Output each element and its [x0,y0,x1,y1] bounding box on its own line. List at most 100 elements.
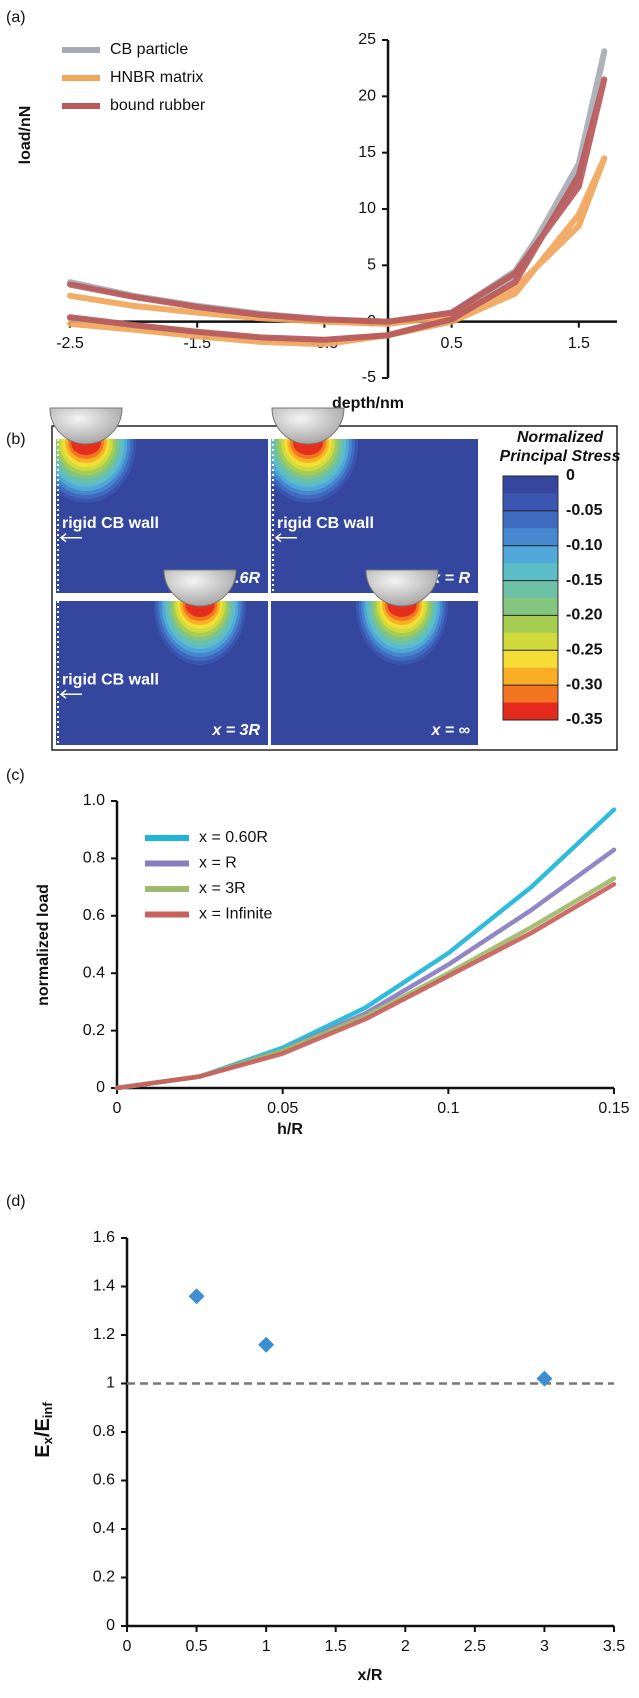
colorbar-cell [503,598,558,616]
wall-label: rigid CB wall [62,515,159,532]
y-tick-label: 15 [358,144,376,161]
wall-arrow [59,533,82,543]
panel-label: x = R [430,570,470,587]
x-tick-label: 0.5 [441,335,463,352]
colorbar-cell [503,580,558,599]
x-axis-label: x/R [358,1667,383,1684]
legend-label: x = 0.60R [199,829,268,846]
y-tick-label: 0.4 [83,964,105,981]
contour-panel: x = ∞ [271,569,478,745]
y-axis-label: load/nN [17,106,34,165]
series-line [67,155,608,348]
y-tick-label: 25 [358,31,376,48]
y-tick-label: 0.8 [83,850,105,867]
y-tick-label: 0 [96,1079,105,1096]
colorbar-title: Principal Stress [500,448,621,465]
x-tick-label: 0.1 [437,1100,459,1117]
indenter [49,407,123,445]
series-line [67,76,608,343]
x-tick-label: 3.5 [603,1638,625,1655]
wall-label: rigid CB wall [62,671,159,688]
panel-label: x = ∞ [430,722,470,739]
colorbar-title: Normalized [517,429,604,446]
contours [153,601,247,665]
x-tick-label: 0.05 [267,1100,298,1117]
contours [271,439,358,503]
y-tick-label: 0.2 [93,1569,115,1586]
y-tick-label: 0.4 [93,1520,115,1537]
x-axis-label: depth/nm [332,395,404,412]
y-tick-label: 20 [358,88,376,105]
indenter [365,569,439,607]
x-tick-label: 2.5 [464,1638,486,1655]
contours [56,439,136,503]
y-tick-label: 0.8 [93,1423,115,1440]
wall-arrow [59,689,82,699]
indenter [163,569,237,607]
colorbar-cell [503,493,558,512]
contours [355,601,449,665]
x-axis-label: h/R [277,1121,303,1138]
y-tick-label: 1.4 [93,1278,115,1295]
x-tick-label: 0.15 [598,1100,629,1117]
data-point [188,1288,205,1305]
colorbar-tick-label: 0 [566,467,575,484]
legend-label: x = R [199,855,237,872]
legend-label: CB particle [110,41,188,58]
contour-panel: rigid CB wall x = R [271,407,478,593]
colorbar-tick-label: -0.10 [566,537,603,554]
x-tick-label: 0 [113,1100,122,1117]
legend-label: x = Infinite [199,906,272,923]
y-tick-label: 0.2 [83,1022,105,1039]
series-line [114,847,617,1091]
wall-arrow [274,533,297,543]
y-tick-label: 1 [106,1375,115,1392]
panel-tag: (d) [6,1193,26,1210]
y-axis-label-part: x [40,1436,55,1444]
x-tick-label: 0.5 [185,1638,207,1655]
colorbar-cell [503,545,558,564]
y-tick-label: 5 [367,257,376,274]
colorbar-cell [503,667,558,686]
y-tick-label: 0.6 [83,907,105,924]
x-tick-label: 2 [401,1638,410,1655]
y-axis-label: Ex/Einf [32,1402,55,1458]
series-line [114,881,617,1091]
colorbar-cell [503,563,558,582]
y-tick-label: 1.0 [83,792,105,809]
colorbar-cell [503,685,558,704]
panel-tag: (a) [6,9,26,26]
colorbar-cell [503,510,558,529]
x-tick-label: 1.5 [568,335,590,352]
x-tick-label: 0 [123,1638,132,1655]
series-line [114,876,617,1091]
x-tick-label: 1.5 [325,1638,347,1655]
y-tick-label: 0.6 [93,1472,115,1489]
y-tick-label: 1.6 [93,1229,115,1246]
data-point [258,1336,275,1353]
panel-tag: (c) [6,767,25,784]
x-tick-label: 1 [262,1638,271,1655]
y-axis-label: normalized load [35,884,52,1006]
colorbar-cell [503,632,558,651]
y-axis-label-part: inf [40,1402,55,1419]
colorbar-tick-label: -0.25 [566,642,603,659]
wall-label: rigid CB wall [277,515,374,532]
y-axis-label-part: E [32,1444,54,1457]
legend-label: bound rubber [110,97,206,114]
legend-label: x = 3R [199,880,246,897]
contour-panel: rigid CB wall x = 3R [56,569,268,745]
y-tick-label: 0 [106,1617,115,1634]
y-axis-label-part: /E [32,1418,54,1437]
x-tick-label: 3 [540,1638,549,1655]
y-tick-label: -5 [362,369,376,386]
panel-tag: (b) [6,431,26,448]
y-tick-label: 1.2 [93,1326,115,1343]
colorbar-cell [503,615,558,634]
data-point [536,1370,553,1387]
colorbar-tick-label: -0.15 [566,572,603,589]
colorbar-tick-label: -0.20 [566,607,603,624]
